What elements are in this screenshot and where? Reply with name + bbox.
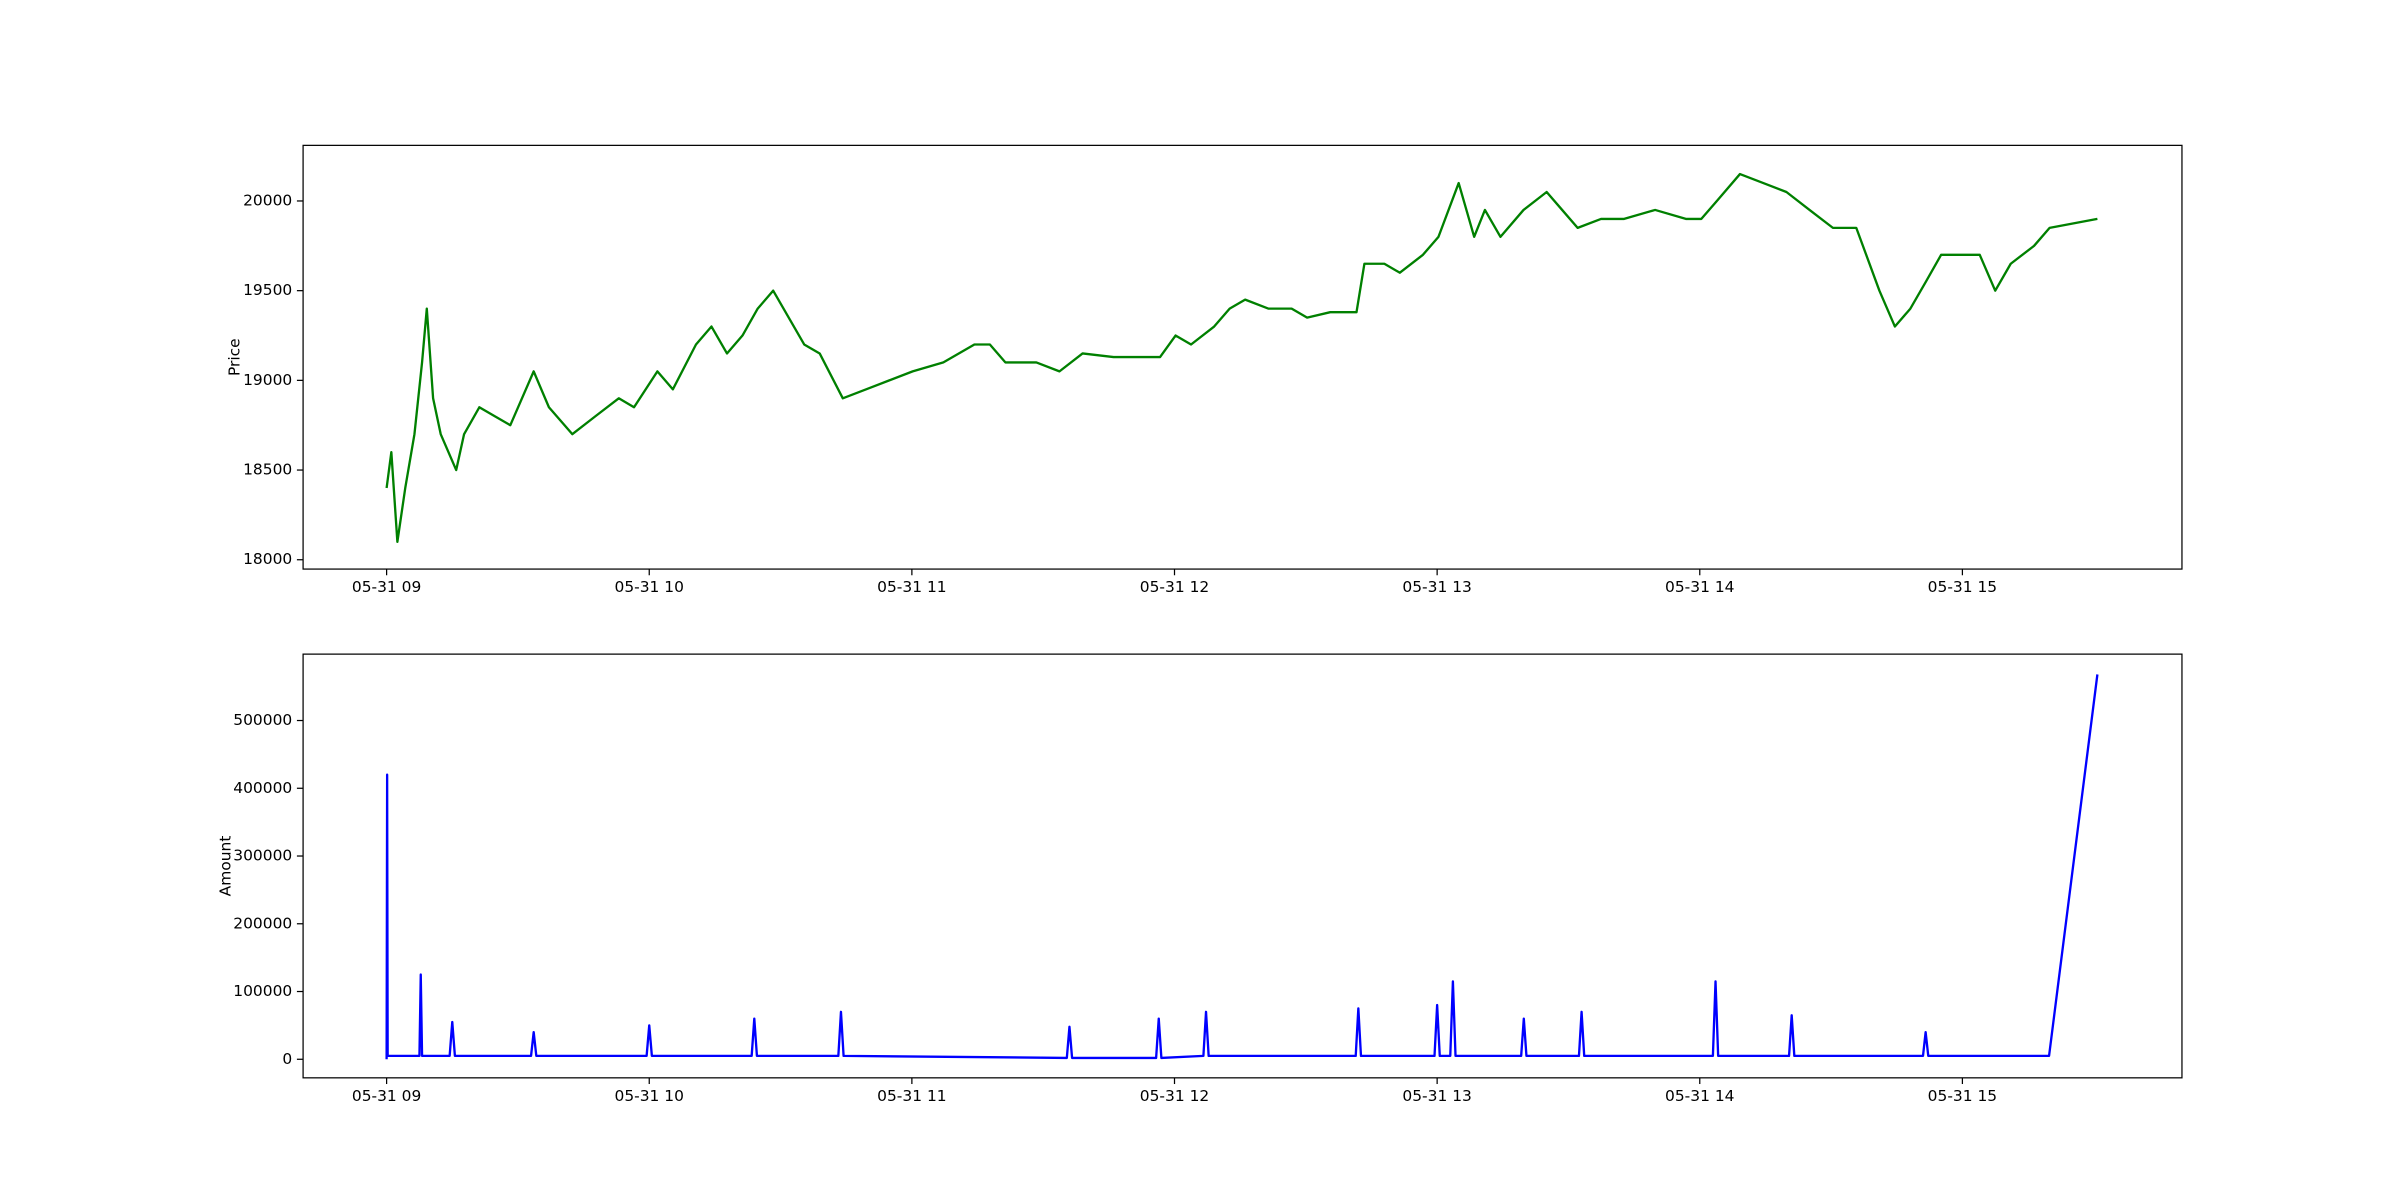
x-tick-label: 05-31 12 — [1140, 578, 1209, 596]
x-tick-label: 05-31 15 — [1928, 578, 1997, 596]
x-tick-label: 05-31 09 — [352, 578, 421, 596]
data-line — [385, 674, 2099, 1060]
y-tick-label: 500000 — [233, 711, 292, 729]
x-tick-label: 05-31 10 — [614, 578, 683, 596]
x-tick-label: 05-31 13 — [1402, 578, 1471, 596]
y-tick-label: 400000 — [233, 779, 292, 797]
y-tick-label: 19000 — [243, 371, 292, 389]
data-line — [385, 172, 2098, 543]
x-tick-label: 05-31 12 — [1140, 1087, 1209, 1105]
x-tick-label: 05-31 13 — [1402, 1087, 1471, 1105]
y-tick-label: 18500 — [243, 461, 292, 479]
y-tick-label: 19500 — [243, 281, 292, 299]
x-tick-label: 05-31 11 — [877, 1087, 946, 1105]
axes-frame — [302, 653, 2183, 1079]
x-tick-label: 05-31 14 — [1665, 578, 1734, 596]
y-tick-label: 100000 — [233, 982, 292, 1000]
y-tick-label: 18000 — [243, 550, 292, 568]
x-tick-label: 05-31 11 — [877, 578, 946, 596]
y-tick-label: 300000 — [233, 847, 292, 865]
y-tick-label: 200000 — [233, 914, 292, 932]
x-tick-label: 05-31 14 — [1665, 1087, 1734, 1105]
x-tick-label: 05-31 10 — [614, 1087, 683, 1105]
y-axis-label: Amount — [216, 836, 234, 897]
y-tick-label: 0 — [282, 1050, 292, 1068]
axes-frame — [302, 144, 2183, 570]
x-tick-label: 05-31 15 — [1928, 1087, 1997, 1105]
y-tick-label: 20000 — [243, 191, 292, 209]
x-tick-label: 05-31 09 — [352, 1087, 421, 1105]
y-axis-label: Price — [226, 338, 244, 376]
